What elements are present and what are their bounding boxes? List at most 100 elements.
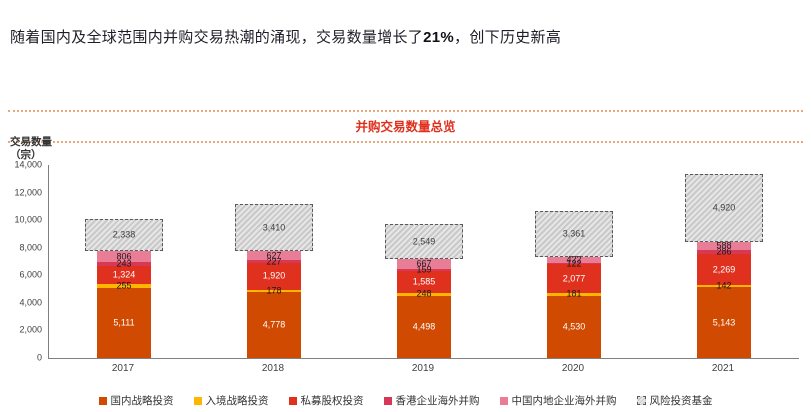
bar-segment: 667 bbox=[397, 258, 451, 269]
bar-segment: 4,498 bbox=[397, 296, 451, 358]
stacked-bar-2018: 4,778 178 1,920 227 627 3,410 bbox=[234, 165, 314, 358]
legend-swatch bbox=[636, 396, 646, 405]
bar-segment: 1,920 bbox=[247, 263, 301, 290]
bar-segment: 286 bbox=[697, 246, 751, 257]
y-axis-title: 交易数量 （宗） bbox=[10, 136, 52, 162]
bar-segment: 588 bbox=[697, 240, 751, 251]
chart-title: 并购交易数量总览 bbox=[355, 120, 456, 134]
bar-segment: 142 bbox=[697, 281, 751, 290]
x-axis-label-2020: 2020 bbox=[561, 363, 585, 374]
legend-label: 风险投资基金 bbox=[649, 395, 713, 407]
bar-segment-value: 159 bbox=[416, 264, 432, 275]
x-axis-label-2021: 2021 bbox=[711, 363, 735, 374]
y-axis-tick-label: 2,000 bbox=[19, 324, 42, 335]
legend-item: 中国内地企业海外并购 bbox=[499, 393, 617, 408]
bar-segment: 3,361 bbox=[535, 210, 613, 257]
bar-segment-value: 4,920 bbox=[712, 202, 736, 213]
bar-segment-value: 627 bbox=[266, 250, 282, 261]
legend-label: 入境战略投资 bbox=[205, 395, 269, 407]
y-axis-title-line2: （宗） bbox=[10, 149, 42, 162]
bar-segment-value: 3,361 bbox=[562, 228, 586, 239]
x-axis: 2017 2018 2019 2020 2021 bbox=[48, 363, 798, 374]
headline-highlight: 21% bbox=[423, 29, 455, 46]
bar-segment-value: 5,111 bbox=[113, 317, 135, 328]
legend-label: 私募股权投资 bbox=[300, 395, 364, 407]
legend-item: 私募股权投资 bbox=[288, 393, 364, 408]
bar-slot-2021: 5,143 142 2,269 286 588 4,920 bbox=[649, 165, 799, 358]
bar-segment: 4,920 bbox=[685, 174, 763, 242]
legend-label: 香港企业海外并购 bbox=[395, 395, 480, 407]
legend-item: 国内战略投资 bbox=[98, 393, 174, 408]
x-axis-label-2019: 2019 bbox=[411, 363, 435, 374]
bar-slot-2018: 4,778 178 1,920 227 627 3,410 bbox=[199, 165, 349, 358]
bar-segment: 3,410 bbox=[235, 204, 313, 252]
bar-segment-value: 142 bbox=[716, 280, 732, 291]
section-title-bar: 并购交易数量总览 bbox=[8, 110, 803, 143]
bar-segment-value: 248 bbox=[416, 288, 432, 299]
bar-segment: 243 bbox=[97, 259, 151, 268]
stacked-bar-2021: 5,143 142 2,269 286 588 4,920 bbox=[684, 165, 764, 358]
bar-segment: 4,778 bbox=[247, 292, 301, 358]
stacked-bar-2017: 5,111 255 1,324 243 806 2,338 bbox=[84, 165, 164, 358]
bar-segment-value: 178 bbox=[266, 285, 282, 296]
headline: 随着国内及全球范围内并购交易热潮的涌现，交易数量增长了21%，创下历史新高 bbox=[10, 26, 799, 47]
bar-segment: 2,549 bbox=[385, 224, 463, 260]
legend-item: 风险投资基金 bbox=[636, 393, 713, 408]
bar-segment-value: 286 bbox=[716, 246, 732, 257]
bar-segment: 1,324 bbox=[97, 265, 151, 285]
bar-segment-value: 181 bbox=[566, 288, 582, 299]
bar-segment: 227 bbox=[247, 256, 301, 267]
bar-segment: 5,143 bbox=[697, 287, 751, 358]
bar-segment: 5,111 bbox=[97, 287, 151, 358]
bar-segment: 2,077 bbox=[547, 264, 601, 294]
bar-segment-value: 2,269 bbox=[712, 264, 736, 275]
bar-segment-value: 4,498 bbox=[412, 321, 436, 332]
y-axis-tick-label: 0 bbox=[36, 352, 42, 363]
bar-segment-value: 806 bbox=[116, 251, 132, 262]
bar-segment-value: 227 bbox=[266, 256, 282, 267]
bar-segment: 627 bbox=[247, 250, 301, 261]
y-axis-tick-label: 12,000 bbox=[14, 187, 42, 198]
bar-segment: 1,585 bbox=[397, 270, 451, 293]
x-axis-label-2018: 2018 bbox=[261, 363, 285, 374]
legend-item: 入境战略投资 bbox=[193, 393, 269, 408]
bar-segment-value: 5,143 bbox=[712, 317, 736, 328]
bar-segment-value: 2,338 bbox=[112, 229, 136, 240]
bar-segment-value: 667 bbox=[416, 258, 432, 269]
legend-label: 中国内地企业海外并购 bbox=[511, 395, 617, 407]
bar-slot-2020: 4,530 181 2,077 122 422 3,361 bbox=[499, 165, 649, 358]
y-axis: 0 2,000 4,000 6,000 8,000 10,000 12,000 14,000 bbox=[0, 160, 44, 362]
bar-segment-value: 4,530 bbox=[562, 321, 586, 332]
bar-segment-value: 255 bbox=[116, 280, 132, 291]
legend-swatch bbox=[499, 396, 508, 405]
legend-swatch bbox=[193, 396, 202, 405]
bar-segment: 178 bbox=[247, 286, 301, 295]
bar-segment: 255 bbox=[97, 280, 151, 291]
bar-segment: 2,338 bbox=[85, 219, 163, 252]
bar-segment-value: 422 bbox=[566, 254, 582, 265]
bar-segment-value: 1,585 bbox=[412, 276, 436, 287]
bar-segment: 248 bbox=[397, 288, 451, 299]
headline-text: 随着国内及全球范围内并购交易热潮的涌现，交易数量增长了 bbox=[10, 29, 424, 46]
bar-segment: 181 bbox=[547, 289, 601, 298]
chart-legend: 国内战略投资 入境战略投资 私募股权投资 香港企业海外并购 中国内地企业海外并购 风险投资… bbox=[0, 393, 811, 408]
bar-slot-2017: 5,111 255 1,324 243 806 2,338 bbox=[49, 165, 199, 358]
headline-suffix: ，创下历史新高 bbox=[454, 29, 562, 46]
bar-slot-2019: 4,498 248 1,585 159 667 2,549 bbox=[349, 165, 499, 358]
bar-segment: 122 bbox=[547, 259, 601, 268]
y-axis-title-line1: 交易数量 bbox=[10, 136, 52, 148]
legend-item: 香港企业海外并购 bbox=[383, 393, 480, 408]
y-axis-tick-label: 14,000 bbox=[14, 159, 42, 170]
bar-segment-value: 588 bbox=[716, 240, 732, 251]
bar-segment: 806 bbox=[97, 251, 151, 263]
bar-segment: 4,530 bbox=[547, 295, 601, 358]
plot-area: 5,111 255 1,324 243 806 2,338 4,778 178 1,920 227… bbox=[48, 165, 799, 359]
bar-segment: 159 bbox=[397, 265, 451, 274]
x-axis-label-2017: 2017 bbox=[111, 363, 135, 374]
legend-swatch bbox=[288, 396, 297, 405]
bar-segment-value: 2,549 bbox=[412, 236, 436, 247]
bar-segment-value: 2,077 bbox=[562, 273, 586, 284]
bar-segment-value: 1,920 bbox=[262, 270, 286, 281]
legend-label: 国内战略投资 bbox=[110, 395, 174, 407]
y-axis-tick-label: 4,000 bbox=[19, 297, 42, 308]
